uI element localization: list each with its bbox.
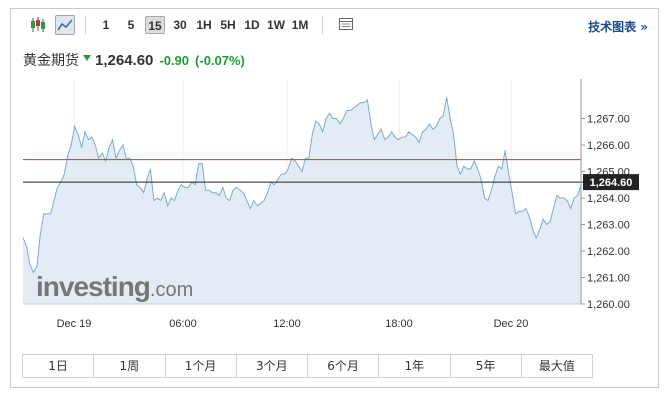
price-chart[interactable]: 1,260.00 1,261.00 1,262.00 1,263.00 1,264.00… (11, 9, 658, 349)
area-chart-icon-graphic (57, 19, 73, 31)
toolbar-divider (322, 16, 323, 34)
x-tick-label: Dec 19 (57, 318, 92, 330)
area-chart-icon[interactable] (55, 15, 75, 35)
y-tick-label: 1,267.00 (587, 114, 630, 126)
interval-1d[interactable]: 1D (244, 18, 260, 32)
interval-1h[interactable]: 1H (196, 18, 212, 32)
toolbar-divider (85, 16, 86, 34)
instrument-name: 黄金期货 (23, 53, 79, 69)
chart-toolbar: 1 5 15 30 1H 5H 1D 1W 1M 技术图表 » (11, 9, 658, 41)
investing-logo-suffix: .com (150, 279, 193, 301)
interval-5h[interactable]: 5H (220, 18, 236, 32)
x-tick-label: 06:00 (169, 318, 197, 330)
interval-5[interactable]: 5 (127, 18, 135, 32)
y-tick-label: 1,266.00 (587, 140, 630, 152)
investing-logo-watermark: investing.com (36, 271, 193, 302)
range-selector: 1日 1周 1个月 3个月 6个月 1年 5年 最大值 (22, 354, 593, 378)
x-tick-label: Dec 20 (494, 318, 529, 330)
range-1m[interactable]: 1个月 (166, 355, 237, 377)
x-tick-label: 18:00 (385, 318, 413, 330)
price-change: -0.90 (159, 53, 190, 68)
x-tick-label: 12:00 (273, 318, 301, 330)
current-price-label: 1,264.60 (590, 177, 633, 189)
interval-1w[interactable]: 1W (267, 18, 285, 32)
y-tick-label: 1,260.00 (587, 299, 630, 311)
down-arrow-icon (83, 54, 91, 61)
range-max[interactable]: 最大值 (538, 359, 575, 373)
chart-widget: 1 5 15 30 1H 5H 1D 1W 1M 技术图表 » 黄金期货 1,26… (10, 8, 659, 388)
quote-header: 黄金期货 1,264.60 -0.90 (-0.07%) (23, 50, 245, 70)
price-change-percent: (-0.07%) (195, 53, 245, 68)
table-icon[interactable] (337, 15, 357, 35)
y-tick-label: 1,263.00 (587, 220, 630, 232)
interval-30[interactable]: 30 (173, 18, 187, 32)
range-1d[interactable]: 1日 (23, 355, 95, 377)
interval-1[interactable]: 1 (102, 18, 110, 32)
tech-chart-link[interactable]: 技术图表 » (588, 20, 648, 34)
price-area-fill (23, 97, 581, 304)
range-1y[interactable]: 1年 (379, 355, 451, 377)
range-6m[interactable]: 6个月 (308, 355, 380, 377)
range-1w[interactable]: 1周 (94, 355, 166, 377)
y-tick-label: 1,264.00 (587, 193, 630, 205)
range-5y[interactable]: 5年 (451, 355, 522, 377)
table-icon-graphic (339, 18, 353, 30)
current-price-label-box (583, 174, 639, 191)
range-3m[interactable]: 3个月 (237, 355, 308, 377)
interval-1m[interactable]: 1M (291, 18, 309, 32)
candlestick-icon-graphic (31, 17, 45, 32)
interval-15[interactable]: 15 (145, 16, 165, 34)
y-tick-label: 1,262.00 (587, 246, 630, 258)
last-price: 1,264.60 (95, 52, 154, 69)
y-tick-label: 1,261.00 (587, 273, 630, 285)
candlestick-icon[interactable] (28, 15, 48, 35)
investing-logo-brand: investing (36, 271, 150, 302)
price-series-line (22, 97, 582, 274)
